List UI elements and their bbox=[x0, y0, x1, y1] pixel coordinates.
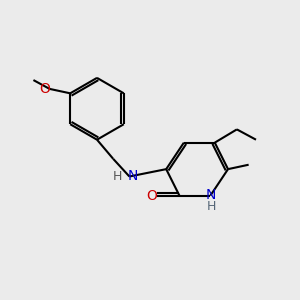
Text: O: O bbox=[146, 189, 157, 202]
Text: O: O bbox=[39, 82, 50, 96]
Text: N: N bbox=[206, 188, 216, 202]
Text: H: H bbox=[112, 170, 122, 183]
Text: H: H bbox=[206, 200, 216, 213]
Text: N: N bbox=[128, 169, 138, 184]
